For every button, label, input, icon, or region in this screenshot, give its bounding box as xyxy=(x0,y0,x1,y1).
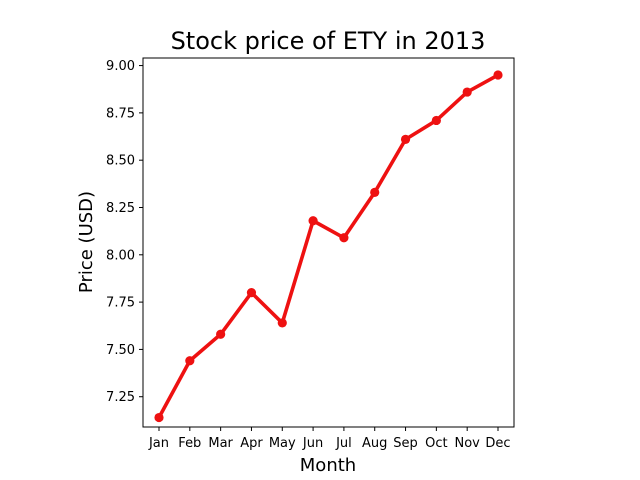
data-point-dec xyxy=(493,70,503,80)
data-point-may xyxy=(277,318,287,328)
x-tick-label: Apr xyxy=(240,436,263,451)
data-point-feb xyxy=(185,356,195,366)
x-tick-label: Jan xyxy=(148,436,169,451)
y-tick-label: 8.50 xyxy=(106,154,135,169)
y-tick-label: 8.00 xyxy=(106,248,135,263)
x-tick-label: Oct xyxy=(425,436,447,451)
x-tick-label: Mar xyxy=(208,436,233,451)
x-tick-label: Jul xyxy=(335,436,352,451)
data-point-sep xyxy=(400,134,411,144)
plot-area: 7.25 7.50 7.75 8.00 8.25 8.50 8.75 9.00 Jan Feb Ma… xyxy=(106,57,515,451)
x-tick-label: Nov xyxy=(454,436,480,451)
chart-title: Stock price of ETY in 2013 xyxy=(171,27,486,55)
data-point-jul xyxy=(339,233,349,243)
data-point-apr xyxy=(246,288,257,298)
data-point-jun xyxy=(308,216,318,226)
x-tick-label: May xyxy=(269,436,296,451)
x-tick-label: Aug xyxy=(362,436,387,451)
x-tick-label: Sep xyxy=(393,436,418,451)
data-point-jan xyxy=(154,412,164,423)
y-axis-label: Price (USD) xyxy=(76,191,97,293)
y-tick-label: 8.75 xyxy=(106,106,135,121)
data-point-nov xyxy=(462,87,472,97)
y-tick-label: 7.25 xyxy=(106,390,135,405)
x-tick-label: Jun xyxy=(302,436,323,451)
y-tick-label: 7.75 xyxy=(106,296,135,311)
price-series-line xyxy=(157,73,500,420)
x-axis-label: Month xyxy=(300,455,356,476)
data-point-mar xyxy=(216,329,226,339)
x-tick-label: Dec xyxy=(485,436,510,451)
axes-frame xyxy=(142,57,515,428)
y-tick-label: 9.00 xyxy=(106,59,135,74)
y-tick-label: 8.25 xyxy=(106,201,135,216)
data-point-oct xyxy=(431,115,441,126)
y-tick-label: 7.50 xyxy=(106,343,135,358)
x-tick-label: Feb xyxy=(178,436,201,451)
data-point-aug xyxy=(370,187,380,197)
